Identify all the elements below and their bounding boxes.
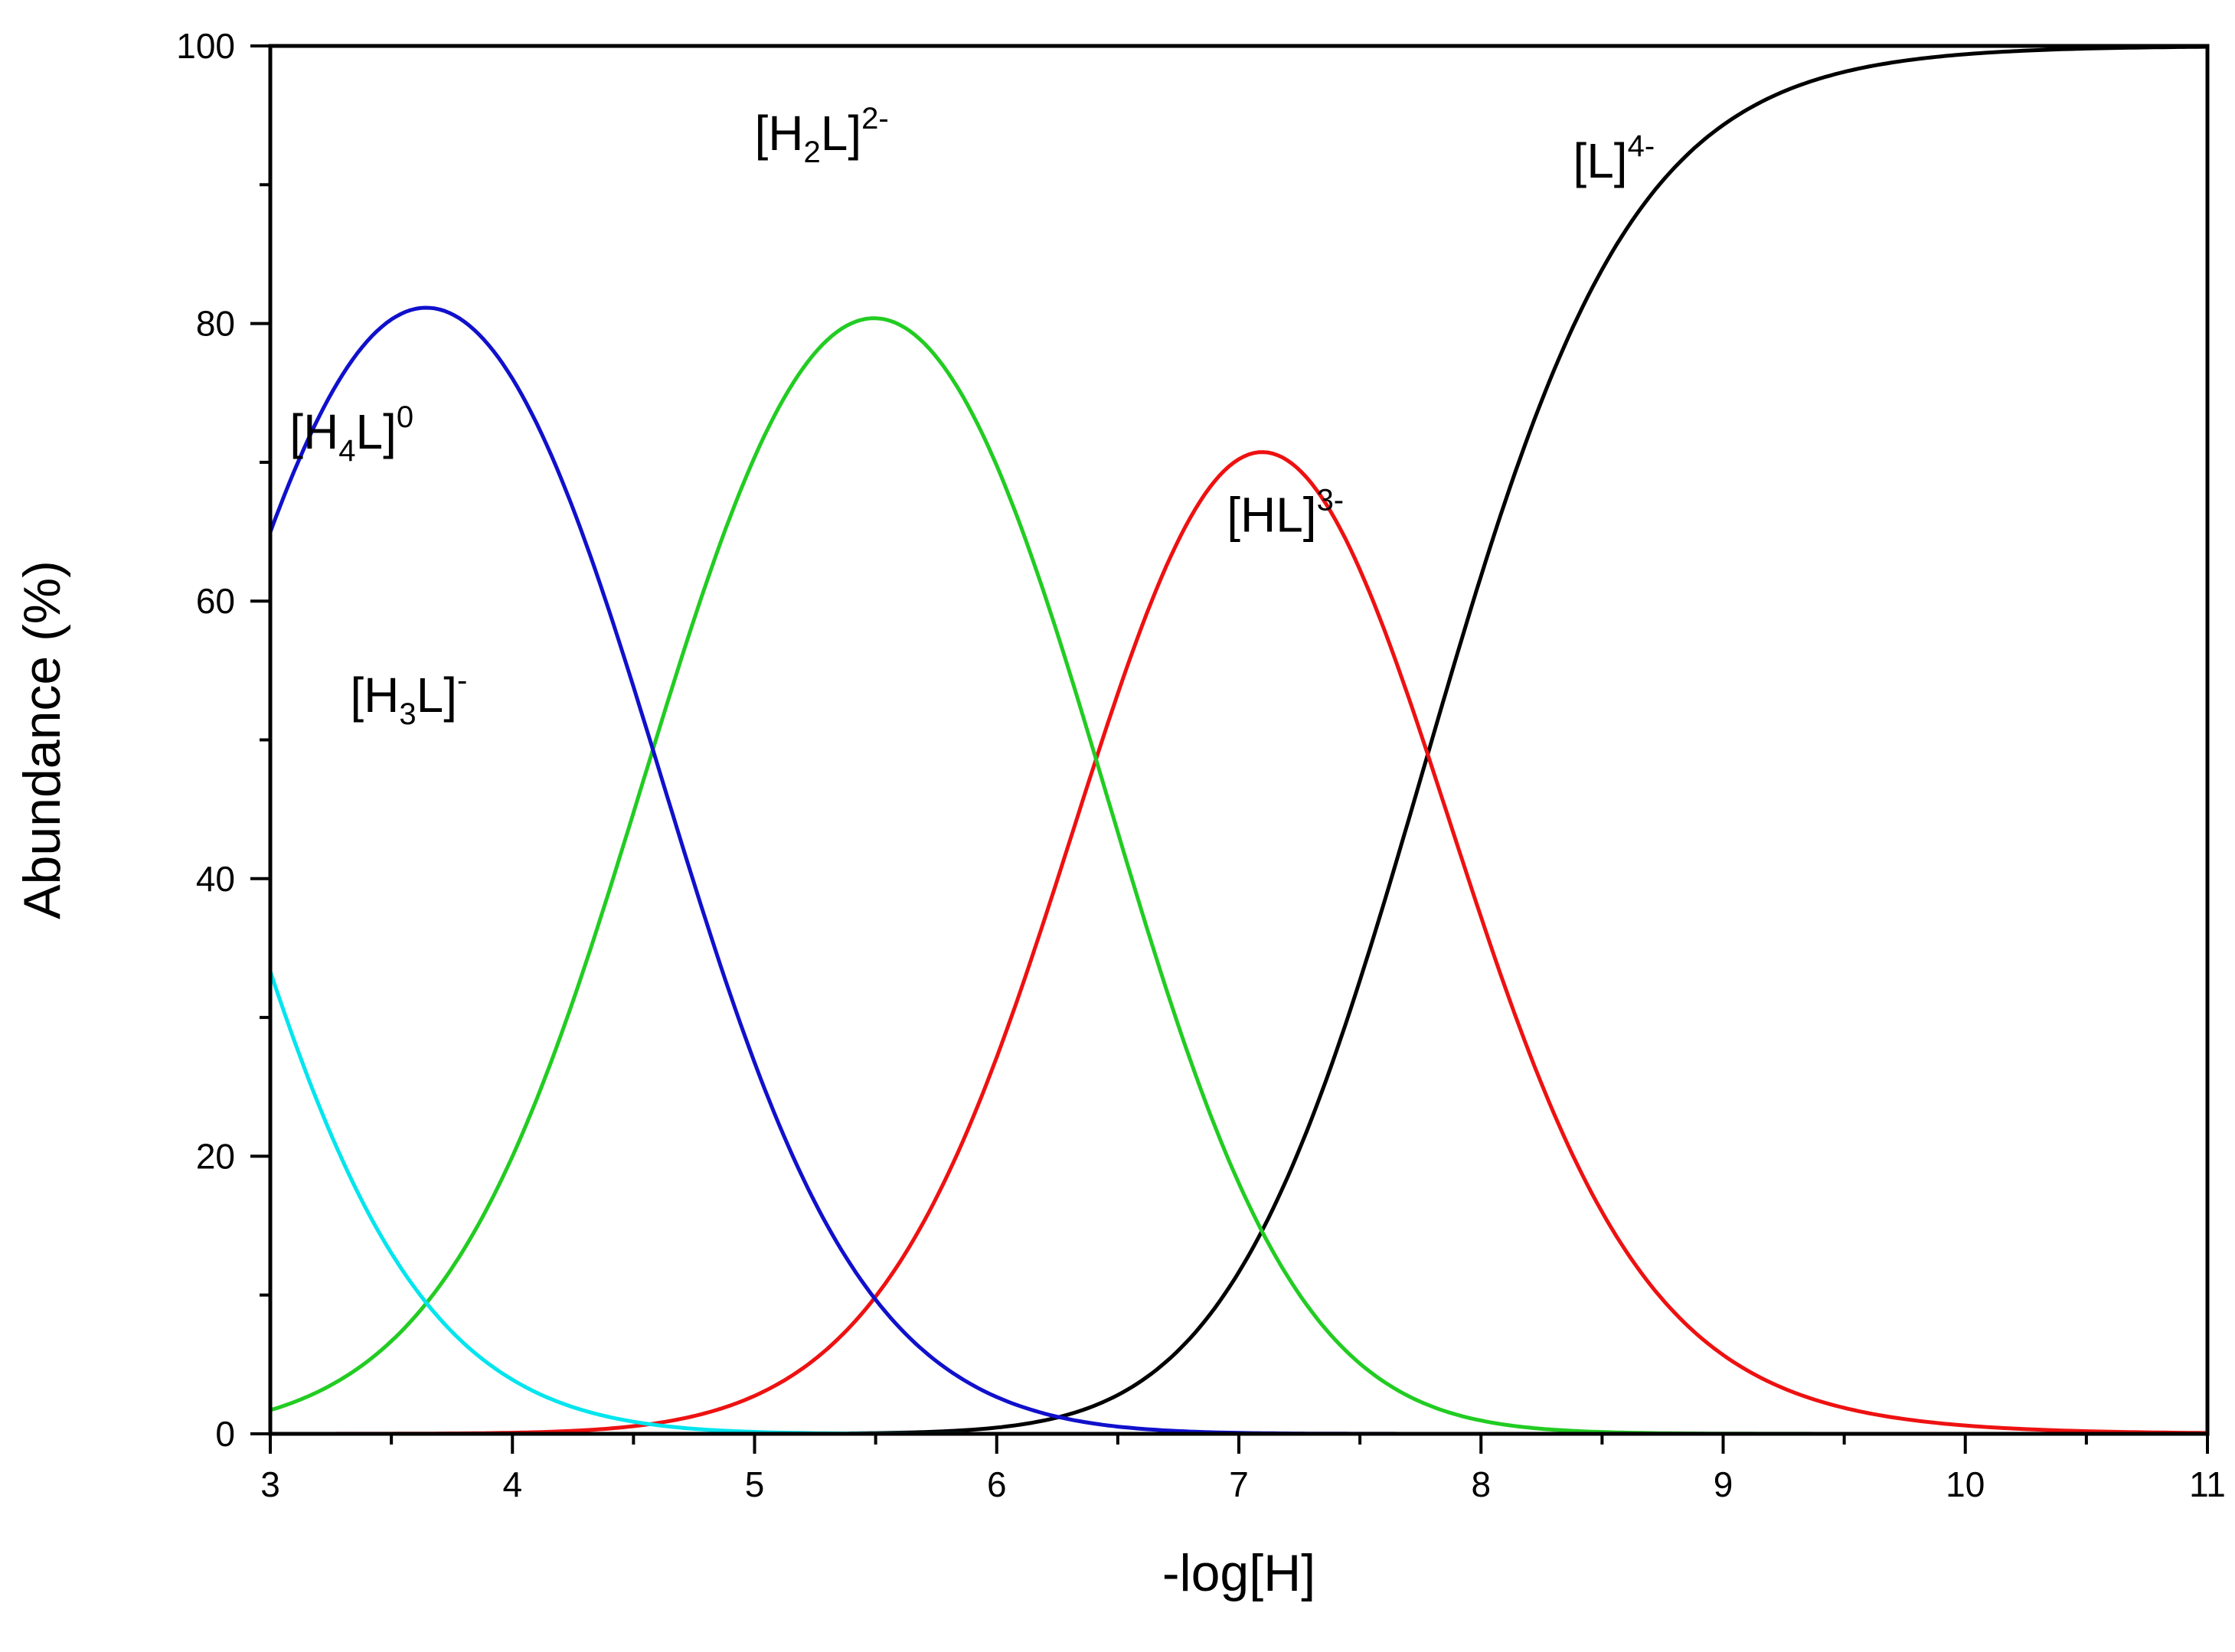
series-line-hl	[268, 450, 2210, 1436]
species-label-part: 2-	[861, 102, 889, 135]
y-tick-label: 20	[196, 1136, 235, 1176]
species-label-part: [L]	[1573, 133, 1627, 188]
series-line-h3l	[268, 305, 2210, 1436]
axis-ticks	[250, 44, 2209, 1454]
species-labels: [H4L]0[H3L]-[H2L]2-[HL]3-[L]4-	[289, 102, 1655, 731]
x-tick-label: 11	[2189, 1464, 2226, 1504]
species-label-h2l: [H2L]2-	[755, 102, 889, 169]
species-label-part: [HL]	[1227, 488, 1316, 543]
species-label-part: -	[457, 664, 467, 697]
species-label-h3l: [H3L]-	[350, 664, 467, 731]
x-tick-label: 9	[1714, 1464, 1733, 1504]
y-tick-label: 100	[176, 26, 235, 66]
species-label-part: L]	[356, 404, 397, 459]
x-tick-label: 10	[1946, 1464, 1985, 1504]
y-tick-label: 80	[196, 304, 235, 344]
species-label-part: [H	[289, 404, 338, 459]
x-tick-label: 5	[745, 1464, 765, 1504]
species-label-part: L]	[417, 668, 457, 723]
x-axis-title: -log[H]	[1162, 1544, 1315, 1602]
y-tick-label: 60	[196, 581, 235, 621]
x-tick-label: 7	[1229, 1464, 1249, 1504]
series-line-l	[268, 44, 2210, 1436]
series-line-h2l	[268, 316, 2210, 1436]
species-label-part: 4	[338, 434, 355, 468]
species-label-part: 3-	[1317, 484, 1345, 517]
species-label-part: 2	[804, 135, 821, 169]
x-tick-label: 8	[1471, 1464, 1491, 1504]
species-label-hl: [HL]3-	[1227, 484, 1344, 543]
plot-frame	[268, 44, 2210, 1436]
y-tick-label: 40	[196, 859, 235, 899]
species-label-l: [L]4-	[1573, 129, 1655, 188]
x-tick-label: 4	[502, 1464, 522, 1504]
y-axis-title: Abundance (%)	[13, 560, 71, 919]
y-tick-label: 0	[215, 1414, 235, 1454]
species-label-part: 4-	[1628, 129, 1655, 163]
x-tick-label: 6	[987, 1464, 1007, 1504]
species-label-part: [H	[755, 106, 804, 161]
species-label-part: 3	[399, 697, 416, 731]
x-tick-label: 3	[260, 1464, 280, 1504]
series-curves	[268, 44, 2210, 1436]
species-label-part: [H	[350, 668, 399, 723]
species-label-part: L]	[821, 106, 861, 161]
species-label-part: 0	[397, 400, 413, 434]
species-label-h4l: [H4L]0	[289, 400, 413, 468]
